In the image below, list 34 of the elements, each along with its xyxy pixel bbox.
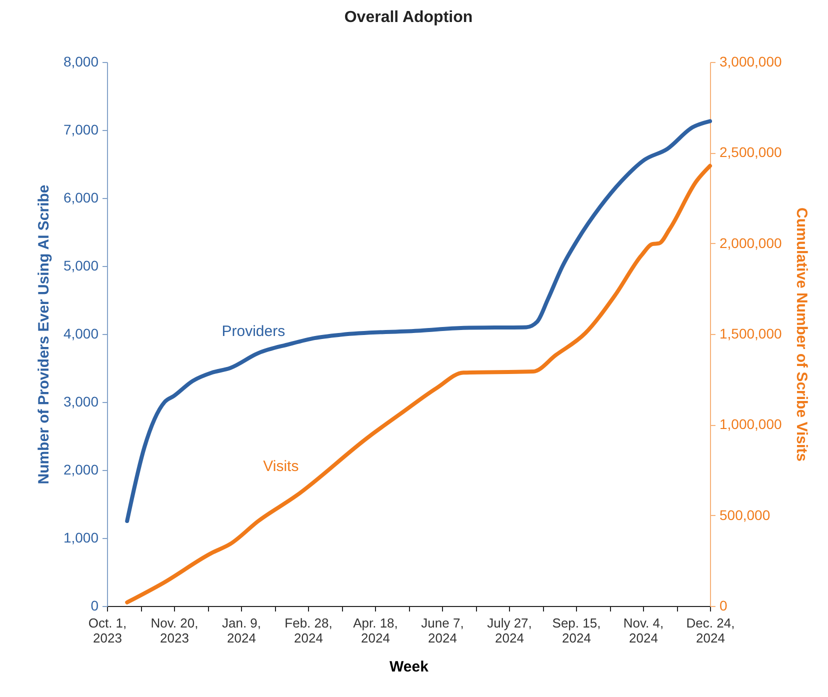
y-tick-label: 2,000 [63, 462, 99, 478]
y-tick-label: 8,000 [63, 54, 99, 70]
y2-axis-title: Cumulative Number of Scribe Visits [792, 208, 810, 462]
y2-tick-label: 1,000,000 [720, 416, 782, 432]
y2-tick-label: 2,500,000 [720, 144, 782, 160]
y2-tick-label: 3,000,000 [720, 54, 782, 70]
x-tick-label: June 7, 2024 [421, 616, 464, 646]
x-tick-label: Jan. 9, 2024 [222, 616, 262, 646]
x-tick-label: Nov. 4, 2024 [623, 616, 664, 646]
chart-title: Overall Adoption [344, 9, 473, 26]
x-tick-label: July 27, 2024 [487, 616, 532, 646]
x-axis-title: Week [390, 658, 430, 676]
x-tick-label: Apr. 18, 2024 [353, 616, 398, 646]
y-tick-label: 7,000 [63, 122, 99, 138]
series-label: Visits [263, 458, 299, 475]
y2-tick-label: 500,000 [720, 506, 770, 523]
y-tick-label: 0 [90, 598, 99, 614]
x-tick-label: Nov. 20, 2023 [150, 616, 198, 646]
y2-tick-label: 1,500,000 [720, 326, 782, 342]
x-tick-label: Sep. 15, 2024 [552, 616, 601, 646]
y-tick-label: 5,000 [63, 258, 99, 274]
x-tick-label: Oct. 1, 2023 [88, 616, 127, 646]
y2-tick-label: 2,000,000 [720, 234, 782, 251]
y-tick-label: 6,000 [63, 190, 99, 206]
y-tick-label: 4,000 [63, 326, 99, 342]
y-tick-label: 1,000 [63, 530, 99, 546]
y-axis-title: Number of Providers Ever Using AI Scribe [35, 184, 52, 484]
x-tick-label: Dec. 24, 2024 [686, 616, 735, 646]
series-label: Providers [222, 323, 286, 340]
line-series [125, 164, 712, 604]
line-series [125, 119, 712, 523]
y2-tick-label: 0 [720, 598, 728, 614]
x-tick-label: Feb. 28, 2024 [284, 616, 332, 646]
y-tick-label: 3,000 [63, 394, 99, 410]
